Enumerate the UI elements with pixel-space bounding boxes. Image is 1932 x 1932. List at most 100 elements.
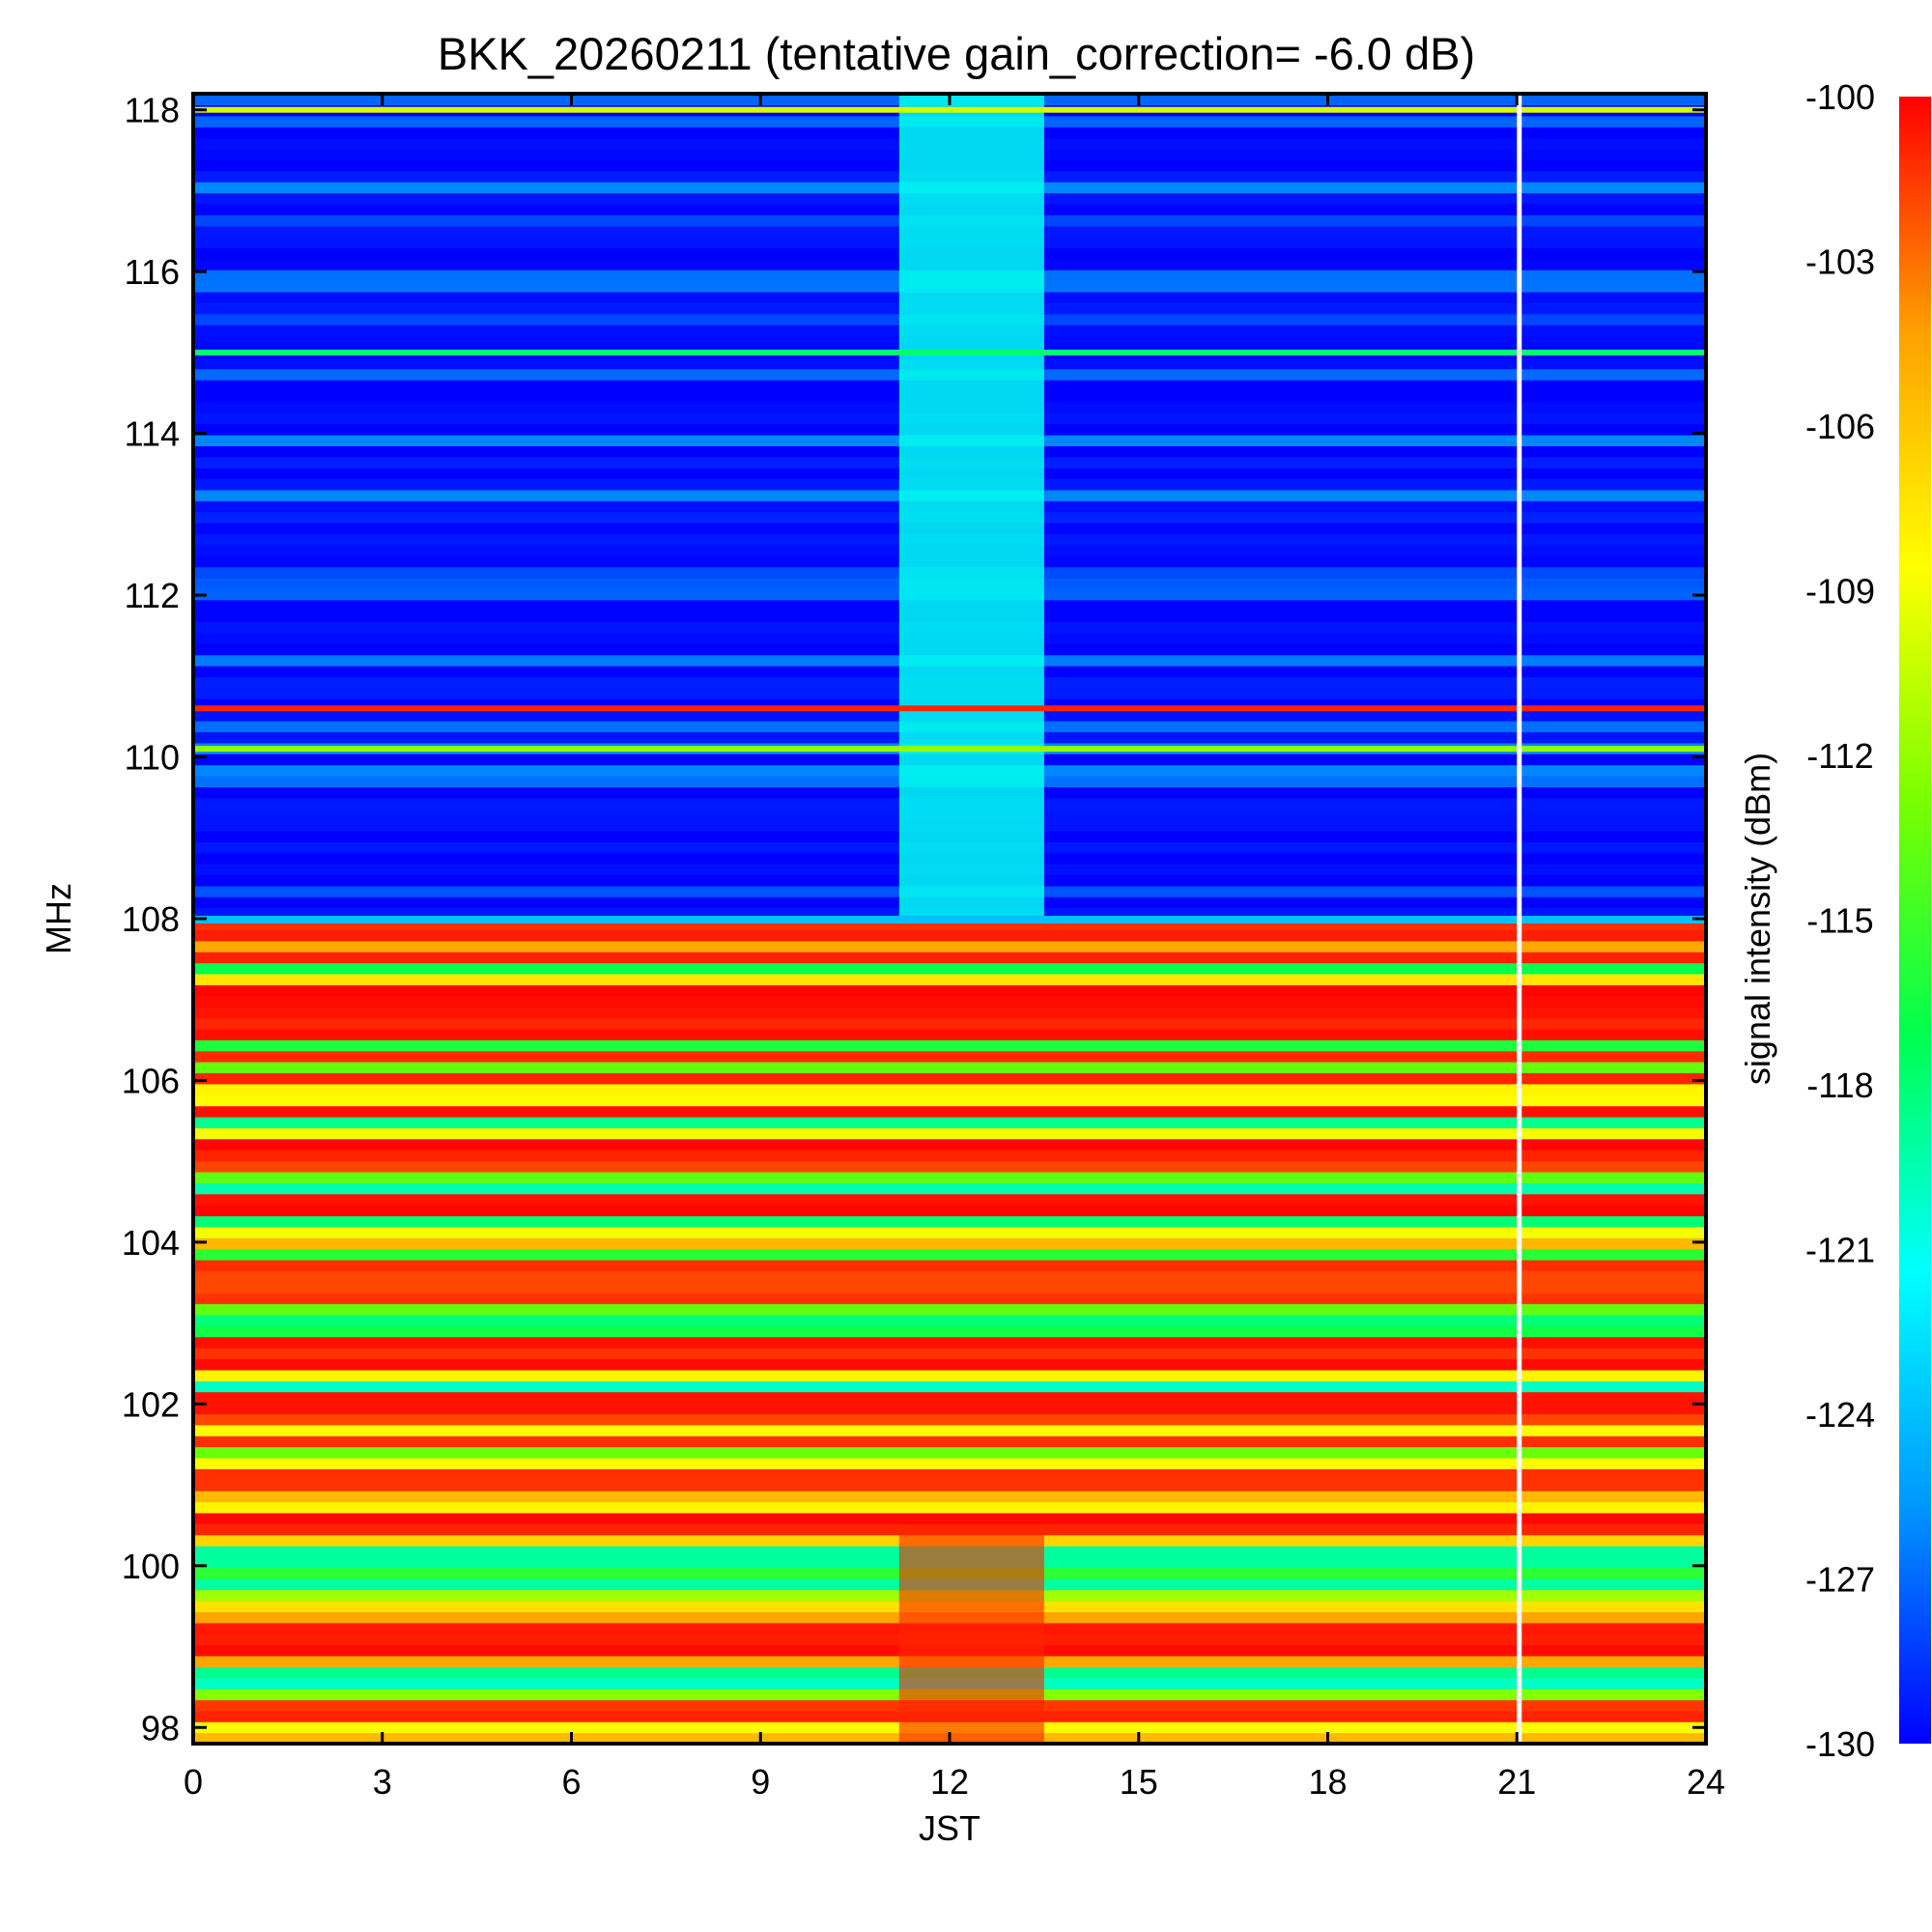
colorbar-tick-label: -106 [1805, 407, 1875, 446]
signal-line [193, 349, 1706, 355]
data-gap [1517, 94, 1522, 1744]
heatmap-bands [193, 94, 1706, 1745]
freq-band [193, 1380, 1706, 1393]
freq-band [193, 1072, 1706, 1085]
freq-band [193, 1468, 1706, 1481]
heatmap-overlay [193, 94, 1706, 1744]
x-tick-label: 6 [561, 1762, 581, 1802]
y-axis-ticks: 98 100 102 104 106 108 110 112 114 116 118 [122, 91, 1706, 1747]
colorbar-tick-label: -115 [1806, 901, 1873, 941]
signal-line [193, 705, 1706, 712]
freq-band [193, 1403, 1706, 1414]
freq-band [193, 1491, 1706, 1503]
freq-band [193, 1117, 1706, 1128]
y-tick-label: 116 [125, 252, 180, 292]
x-tick-label: 21 [1497, 1762, 1536, 1802]
colorbar-tick-label: -121 [1805, 1231, 1875, 1270]
band-separator [193, 916, 1706, 923]
freq-band [193, 1369, 1706, 1381]
freq-band [193, 1325, 1706, 1338]
chart-title: BKK_20260211 (tentative gain_correction=… [438, 28, 1475, 79]
freq-band [193, 1039, 1706, 1052]
freq-band [193, 1028, 1706, 1040]
freq-band [193, 929, 1706, 942]
x-tick-label: 9 [751, 1762, 770, 1802]
freq-band [193, 1248, 1706, 1261]
y-tick-label: 98 [141, 1708, 180, 1747]
colorbar-tick-label: -130 [1805, 1724, 1875, 1764]
freq-band [193, 1435, 1706, 1448]
y-tick-label: 108 [122, 899, 180, 939]
plot-area [191, 92, 1708, 1746]
freq-band [193, 952, 1706, 964]
freq-band [193, 1160, 1706, 1173]
freq-band [193, 1094, 1706, 1107]
y-tick-label: 104 [122, 1223, 180, 1263]
freq-band [193, 1270, 1706, 1283]
freq-band [193, 1017, 1706, 1030]
colorbar-tick-label: -103 [1805, 242, 1875, 282]
signal-line [193, 746, 1706, 753]
y-tick-label: 100 [122, 1547, 180, 1586]
y-tick-label: 118 [125, 91, 180, 130]
freq-band [193, 1293, 1706, 1305]
freq-band [193, 1336, 1706, 1349]
x-axis-ticks: 0 3 6 9 12 15 18 21 24 [184, 94, 1725, 1802]
colorbar-ticks: -100 -103 -106 -109 -112 -115 -118 -121 -124 -127… [1805, 77, 1875, 1764]
y-tick-label: 102 [122, 1384, 180, 1424]
colorbar-tick-label: -124 [1805, 1395, 1875, 1435]
freq-band [193, 1171, 1706, 1183]
freq-band [193, 1424, 1706, 1436]
freq-band [193, 1050, 1706, 1063]
freq-band [193, 1314, 1706, 1326]
freq-band [193, 1138, 1706, 1151]
colorbar-tick-label: -118 [1806, 1065, 1873, 1105]
freq-band [193, 973, 1706, 985]
x-tick-label: 24 [1687, 1762, 1725, 1802]
freq-band [193, 1501, 1706, 1514]
freq-band [193, 1226, 1706, 1238]
freq-band [193, 1193, 1706, 1206]
freq-band [193, 1358, 1706, 1371]
freq-band [193, 1348, 1706, 1360]
freq-band [193, 1215, 1706, 1228]
freq-band [193, 1083, 1706, 1095]
colorbar-tick-label: -127 [1805, 1560, 1875, 1600]
freq-band [193, 1479, 1706, 1492]
noise-column [898, 94, 1044, 919]
colorbar-tick-label: -109 [1805, 572, 1875, 611]
colorbar-tick-label: -100 [1805, 77, 1875, 117]
y-tick-label: 114 [125, 414, 180, 454]
freq-band [193, 1205, 1706, 1217]
freq-band [193, 1391, 1706, 1404]
x-axis-label: JST [919, 1808, 980, 1848]
freq-band [193, 1281, 1706, 1293]
freq-band [193, 1182, 1706, 1195]
colorbar-label: signal intensity (dBm) [1738, 753, 1777, 1085]
freq-band [193, 1007, 1706, 1019]
freq-band [193, 1457, 1706, 1469]
colorbar [1899, 97, 1931, 1744]
freq-band [193, 1512, 1706, 1524]
colorbar-tick-label: -112 [1806, 736, 1873, 776]
y-axis-label: MHz [39, 883, 78, 954]
y-tick-label: 110 [125, 738, 180, 778]
freq-band [193, 1237, 1706, 1250]
freq-band [193, 1127, 1706, 1140]
freq-band [193, 940, 1706, 952]
freq-band [193, 1446, 1706, 1459]
x-tick-label: 3 [373, 1762, 392, 1802]
freq-band [193, 1413, 1706, 1426]
freq-band [193, 1303, 1706, 1316]
noise-column-fm [898, 1524, 1044, 1744]
x-tick-label: 0 [184, 1762, 203, 1802]
x-tick-label: 12 [930, 1762, 969, 1802]
freq-band [193, 995, 1706, 1008]
x-tick-label: 15 [1120, 1762, 1158, 1802]
freq-band [193, 1150, 1706, 1162]
freq-band [193, 1105, 1706, 1118]
freq-band [193, 984, 1706, 997]
freq-band [193, 1062, 1706, 1073]
freq-band [193, 1260, 1706, 1271]
